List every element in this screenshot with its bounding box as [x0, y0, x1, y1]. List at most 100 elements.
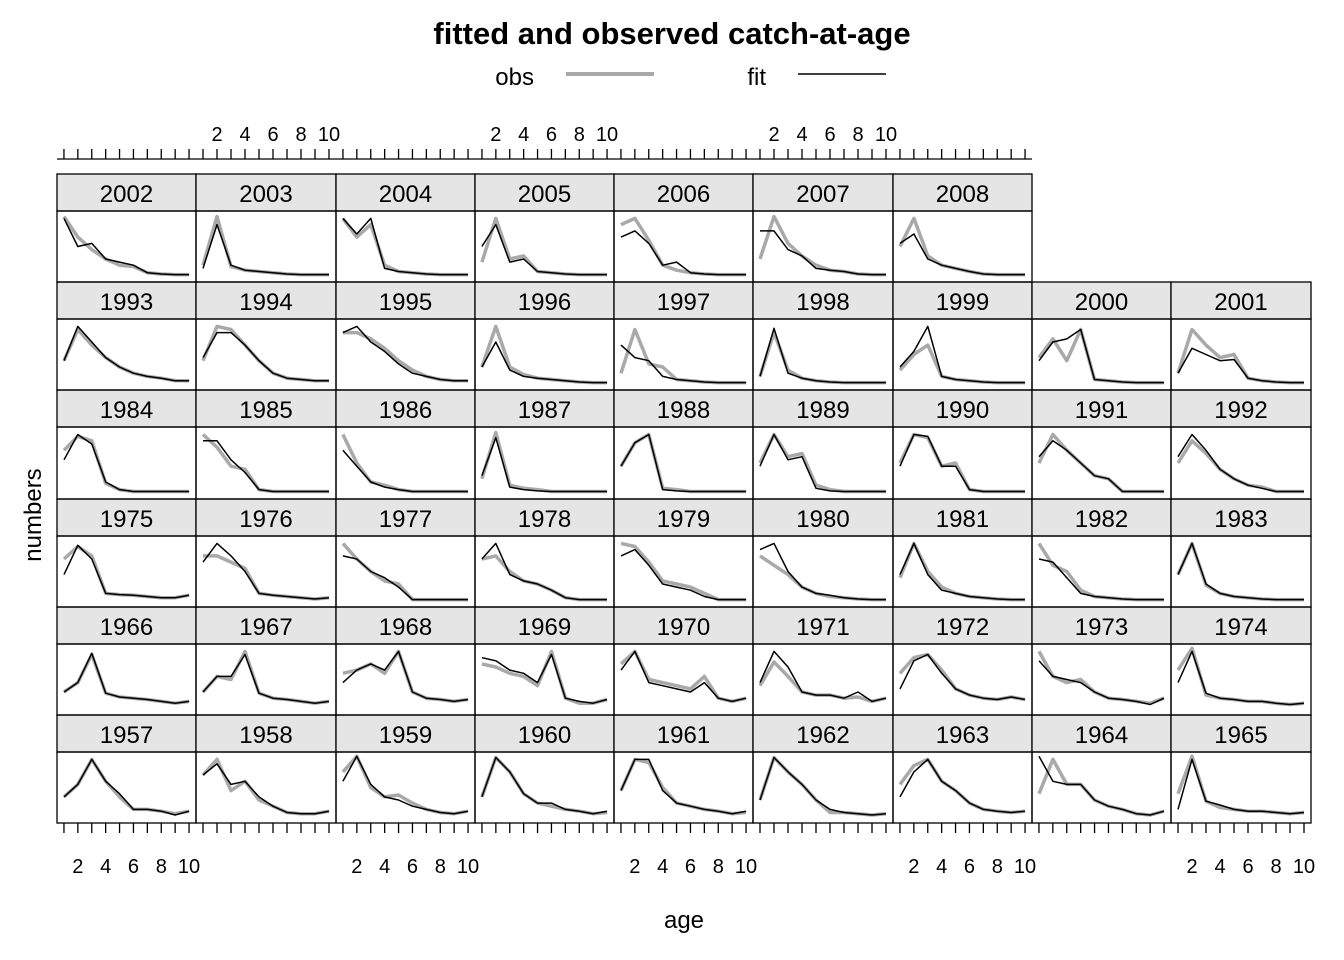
- strip-label-1974: 1974: [1214, 614, 1267, 641]
- fit-line-1960: [481, 756, 608, 815]
- strip-2004: [335, 173, 476, 212]
- strip-label-1995: 1995: [379, 289, 432, 316]
- x-tick-label-8: 8: [713, 856, 724, 878]
- fit-line-1965: [1177, 758, 1305, 815]
- x-tick-label-8: 8: [852, 124, 863, 146]
- top-axis-col-2: 2 4 6 8 10: [196, 124, 340, 160]
- obs-line-2008: [898, 216, 1025, 277]
- x-tick-label-2: 2: [351, 856, 362, 878]
- obs-line-1998: [758, 330, 886, 385]
- panel-1988: 1988: [613, 389, 754, 500]
- x-tick-label-10: 10: [457, 856, 479, 878]
- obs-line-1978: [481, 554, 607, 602]
- fit-line-1968: [342, 650, 469, 703]
- panel-1960: 1960: [474, 714, 615, 824]
- obs-line-2003: [201, 214, 329, 277]
- fit-line-1959: [342, 755, 469, 815]
- fit-line-1989: [759, 433, 886, 493]
- bottom-axis-col-5: 2 4 6 8 10: [620, 823, 757, 878]
- strip-label-1969: 1969: [518, 614, 571, 641]
- panel-1957: 1957: [56, 714, 197, 824]
- obs-line-2005: [480, 216, 607, 277]
- obs-line-2000: [1037, 327, 1164, 385]
- fit-line-1957: [63, 758, 190, 816]
- strip-label-1993: 1993: [100, 289, 153, 316]
- panel-1991: 1991: [1031, 389, 1172, 500]
- fit-line-1964: [1038, 755, 1165, 816]
- plot-frame-1972: [892, 643, 1033, 716]
- x-tick-label-8: 8: [435, 856, 446, 878]
- strip-label-1985: 1985: [239, 397, 292, 424]
- panel-1969: 1969: [474, 606, 615, 716]
- panel-1995: 1995: [335, 281, 476, 391]
- fit-line-1990: [899, 433, 1025, 493]
- x-tick-label-10: 10: [735, 856, 757, 878]
- strip-label-1971: 1971: [796, 614, 849, 641]
- strip-1962: [752, 714, 894, 753]
- x-tick-label-2: 2: [72, 856, 83, 878]
- obs-line-1981: [898, 541, 1025, 602]
- obs-line-1969: [481, 649, 608, 705]
- fit-line-1969: [481, 653, 608, 704]
- panel-1994: 1994: [195, 281, 337, 391]
- x-tick-label-4: 4: [657, 856, 668, 878]
- obs-line-1992: [1176, 439, 1304, 494]
- plot-frame-1988: [613, 426, 754, 500]
- fit-line-1967: [202, 653, 330, 704]
- panel-1996: 1996: [474, 281, 615, 391]
- fit-line-2008: [899, 233, 1025, 276]
- strip-label-1965: 1965: [1214, 722, 1267, 749]
- strip-label-1986: 1986: [379, 397, 432, 424]
- strip-label-1989: 1989: [796, 397, 849, 424]
- strip-label-1972: 1972: [936, 614, 989, 641]
- x-tick-label-2: 2: [908, 856, 919, 878]
- strip-2005: [474, 173, 615, 212]
- strip-label-1990: 1990: [936, 397, 989, 424]
- x-axis-label: age: [664, 907, 704, 934]
- fit-line-1970: [620, 650, 747, 703]
- fit-line-1976: [202, 542, 330, 600]
- x-tick-label-8: 8: [295, 124, 306, 146]
- legend-label-obs: obs: [495, 64, 534, 91]
- fit-line-1974: [1177, 650, 1305, 706]
- x-tick-label-6: 6: [407, 856, 418, 878]
- panel-1999: 1999: [892, 281, 1033, 391]
- fit-line-1963: [899, 758, 1026, 814]
- panel-1978: 1978: [474, 498, 615, 608]
- panel-1986: 1986: [335, 389, 476, 500]
- panel-1982: 1982: [1031, 498, 1172, 608]
- panel-1967: 1967: [195, 606, 337, 716]
- strip-label-1975: 1975: [100, 506, 153, 533]
- strip-1991: [1031, 389, 1172, 428]
- x-tick-label-8: 8: [992, 856, 1003, 878]
- strip-label-1970: 1970: [657, 614, 710, 641]
- strip-1992: [1170, 389, 1312, 428]
- x-tick-label-6: 6: [128, 856, 139, 878]
- fit-line-1985: [203, 440, 329, 493]
- x-tick-label-6: 6: [546, 124, 557, 146]
- fit-line-2006: [620, 230, 747, 276]
- fit-line-1986: [342, 449, 468, 493]
- obs-line-1993: [62, 327, 190, 383]
- strip-label-1984: 1984: [100, 397, 153, 424]
- fit-line-1975: [63, 544, 190, 599]
- obs-line-1991: [1037, 432, 1164, 494]
- fit-line-1993: [63, 325, 190, 382]
- strip-label-2006: 2006: [657, 181, 710, 208]
- panel-1972: 1972: [892, 606, 1033, 716]
- x-tick-label-8: 8: [156, 856, 167, 878]
- obs-line-1958: [201, 757, 330, 816]
- panel-1973: 1973: [1031, 606, 1172, 716]
- plot-frame-1978: [474, 535, 615, 608]
- top-axis-col-6: 2 4 6 8 10: [753, 124, 897, 160]
- strip-label-1997: 1997: [657, 289, 710, 316]
- plot-frame-1977: [335, 535, 476, 608]
- strip-2001: [1170, 281, 1312, 320]
- strip-label-1988: 1988: [657, 397, 710, 424]
- strip-label-1961: 1961: [657, 722, 710, 749]
- x-tick-label-2: 2: [490, 124, 501, 146]
- obs-line-2001: [1176, 327, 1304, 385]
- obs-line-1996: [480, 324, 607, 385]
- panel-1971: 1971: [752, 606, 894, 716]
- top-axis-col-7: [893, 149, 1032, 160]
